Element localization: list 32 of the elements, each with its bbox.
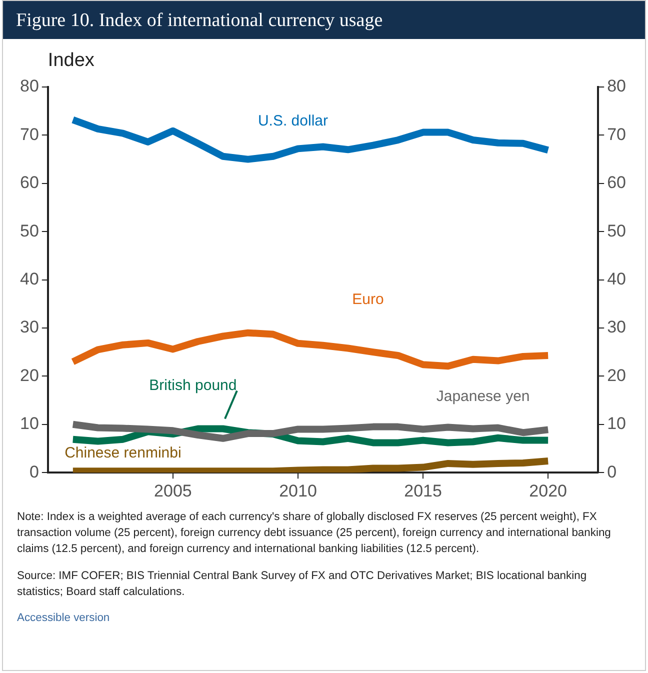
x-tick-label: 2020 bbox=[529, 481, 567, 500]
y2-tick-label: 60 bbox=[607, 173, 626, 192]
y-tick-label: 0 bbox=[29, 462, 39, 482]
y-tick-label: 50 bbox=[20, 221, 39, 240]
series-label: Chinese renminbi bbox=[64, 444, 182, 462]
y2-tick-label: 80 bbox=[607, 76, 626, 96]
y-tick-label: 60 bbox=[20, 173, 39, 192]
y2-tick-label: 50 bbox=[607, 221, 626, 240]
y2-tick-label: 0 bbox=[607, 462, 617, 482]
y-tick-label: 30 bbox=[20, 318, 39, 337]
text: Euro bbox=[352, 291, 384, 308]
text: British pound bbox=[149, 377, 237, 394]
y-tick-label: 40 bbox=[20, 269, 39, 288]
text: Note: Index is a weighted average of each currency's share of globally disclosed FX reserves (25 percent weight), FX transaction volume (25 percent), foreign currency debt issuance (25 percent), foreign currency and international banking claims (12.5 percent), and foreign currency and international banking liabilities (12.5 percent). bbox=[17, 510, 612, 558]
y2-tick-label: 10 bbox=[607, 414, 626, 434]
source-note: Source: IMF COFER; BIS Triennial Central Bank Survey of FX and OTC Derivatives Market; BIS locational banking statistics; Board staff calculations. bbox=[17, 568, 588, 600]
chart-title: Figure 10. Index of international currency usage bbox=[3, 1, 645, 39]
x-tick-label: 2010 bbox=[279, 481, 317, 500]
y2-tick-label: 20 bbox=[607, 366, 626, 385]
text: Accessible version bbox=[17, 611, 111, 626]
y-tick-label: 80 bbox=[20, 76, 39, 96]
y2-tick-label: 30 bbox=[607, 318, 626, 337]
y-tick-label: 70 bbox=[20, 124, 39, 144]
series-label: U.S. dollar bbox=[258, 112, 328, 130]
y-tick-label: 20 bbox=[20, 366, 39, 385]
y-axis-title: Index bbox=[48, 50, 95, 72]
x-tick-label: 2015 bbox=[404, 481, 442, 500]
x-tick-label: 2005 bbox=[154, 481, 192, 500]
y-tick-label: 10 bbox=[20, 414, 39, 434]
y2-tick-label: 70 bbox=[607, 124, 626, 144]
series-label: Japanese yen bbox=[436, 388, 530, 405]
y2-tick-label: 40 bbox=[607, 269, 626, 288]
